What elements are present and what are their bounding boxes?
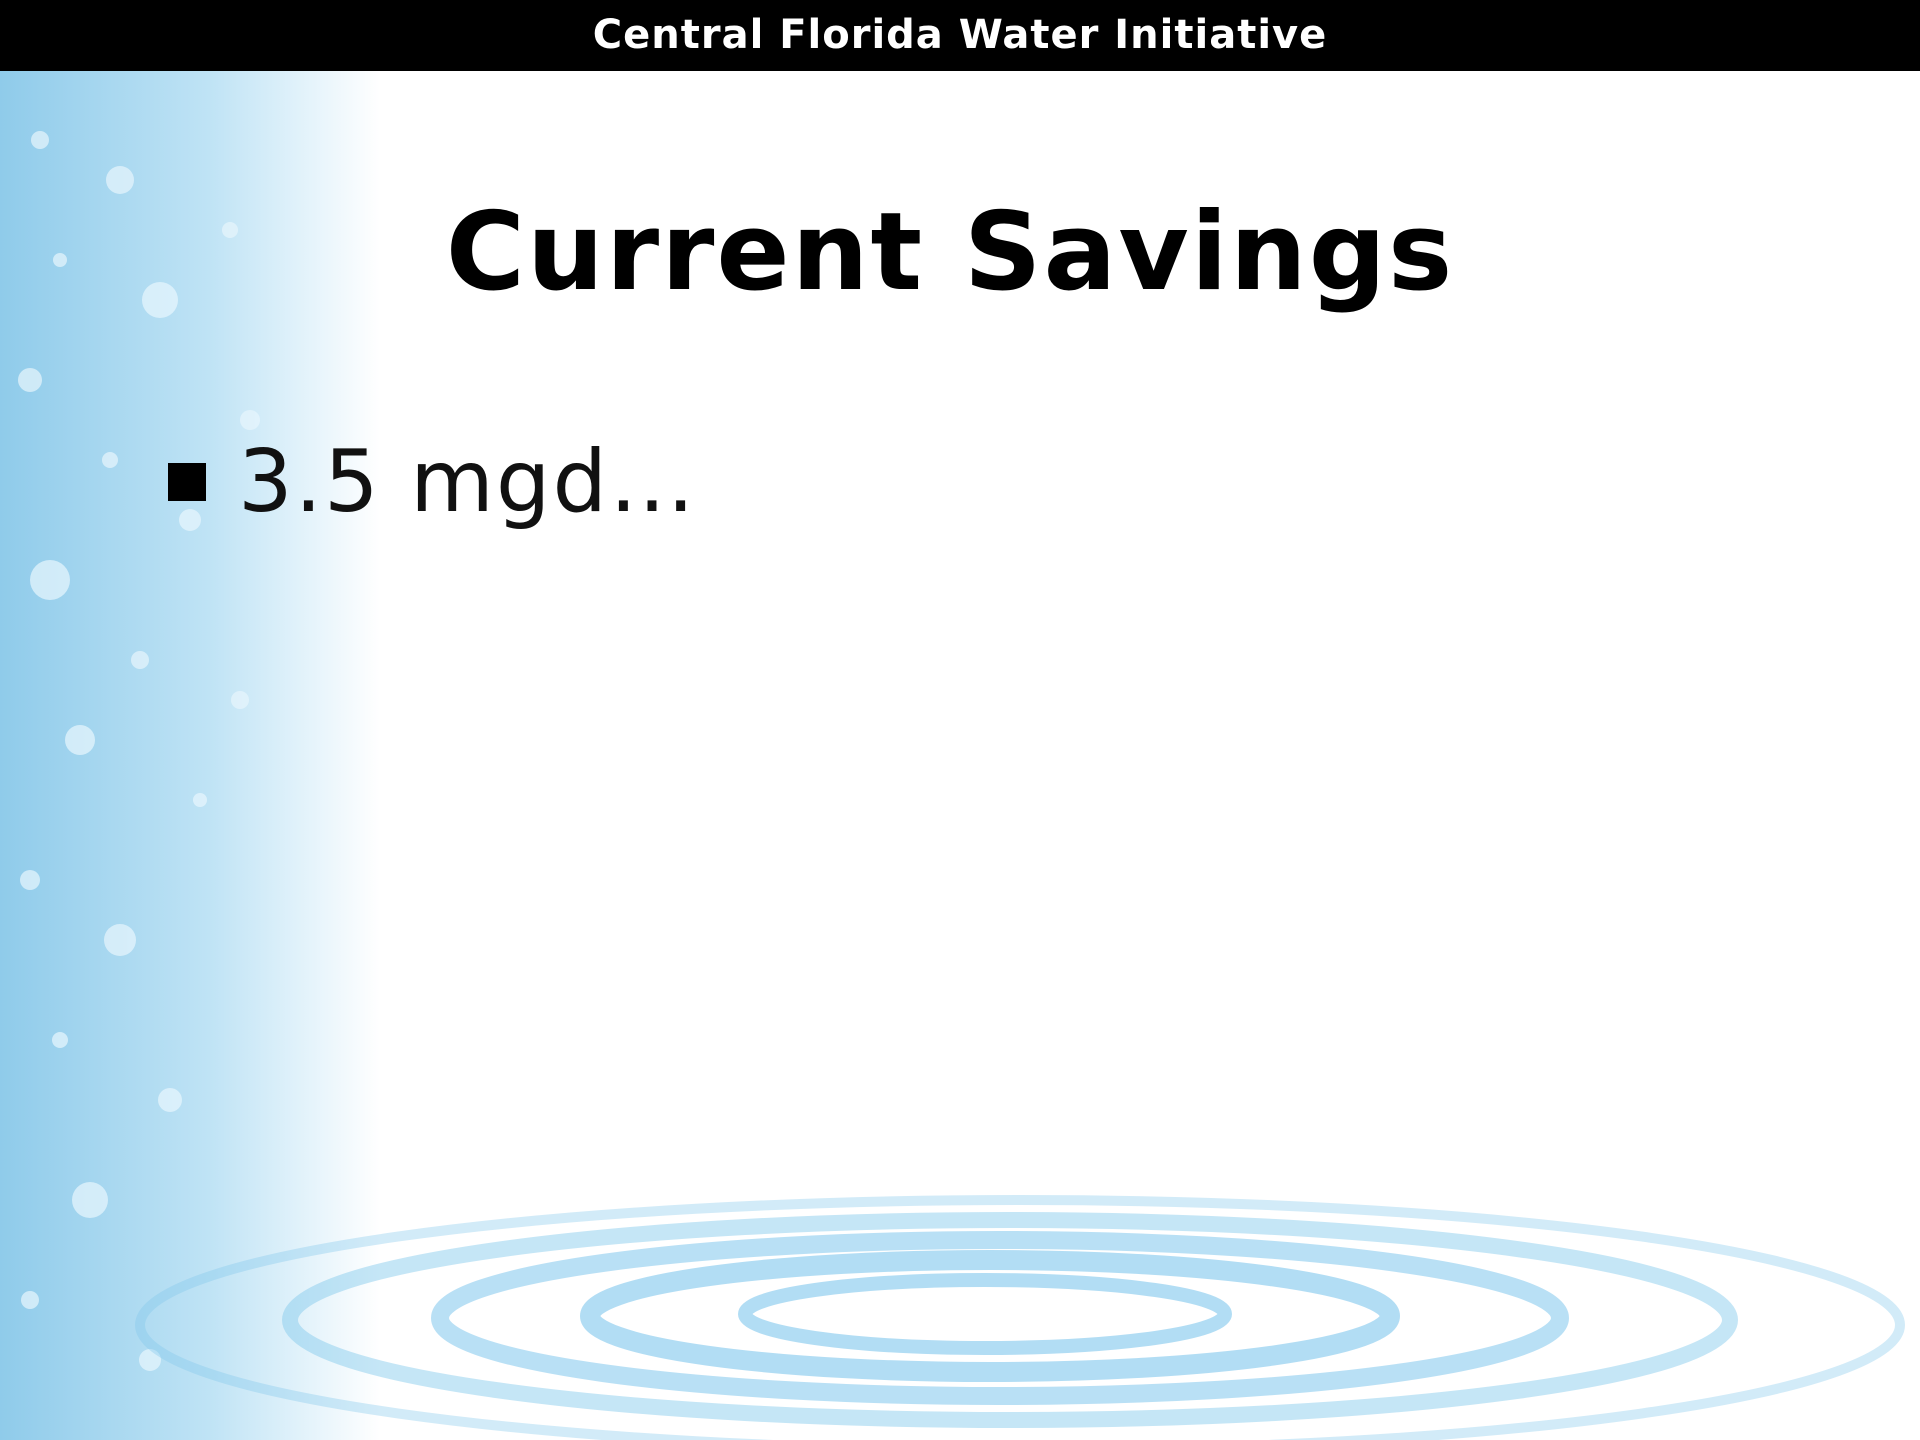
header-title: Central Florida Water Initiative — [0, 0, 1920, 71]
bullet-item: 3.5 mgd… — [168, 432, 697, 532]
bullet-text: 3.5 mgd… — [238, 432, 697, 532]
ripples — [140, 1200, 1900, 1440]
bullet-list: 3.5 mgd… — [168, 432, 697, 532]
slide-title: Current Savings — [0, 190, 1900, 315]
bullet-marker — [168, 463, 206, 501]
slide: Central Florida Water Initiative Current… — [0, 0, 1920, 1440]
